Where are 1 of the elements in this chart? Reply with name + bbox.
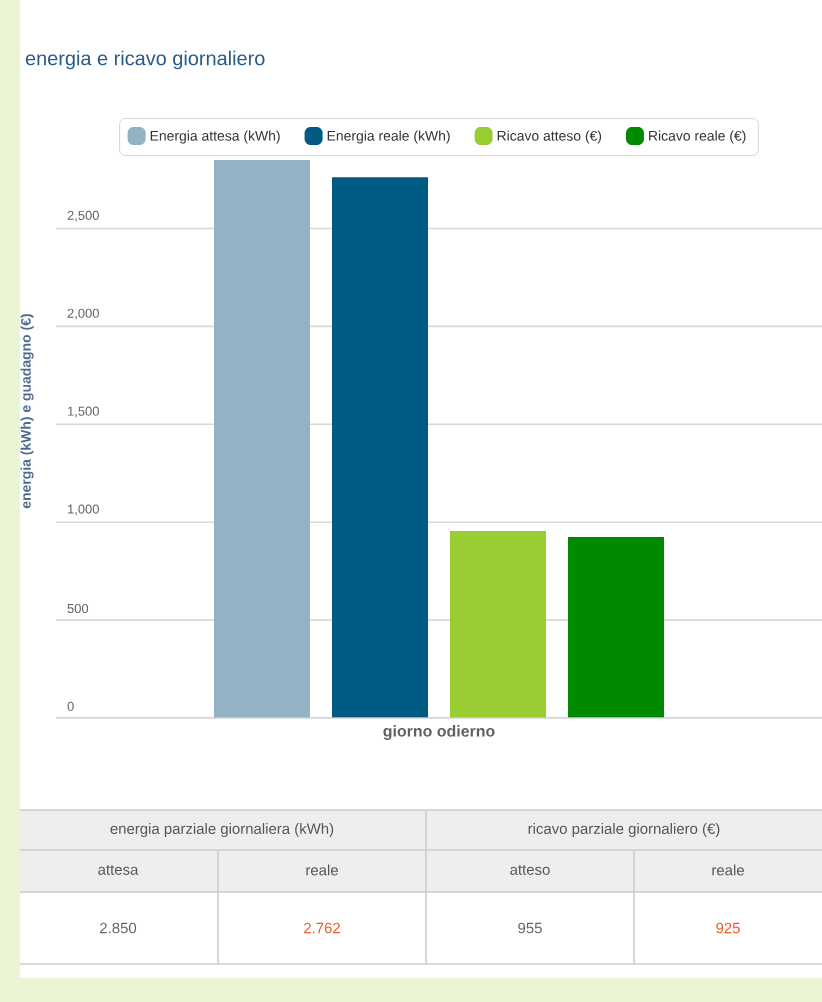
chart-title: energia e ricavo giornaliero (25, 50, 265, 70)
